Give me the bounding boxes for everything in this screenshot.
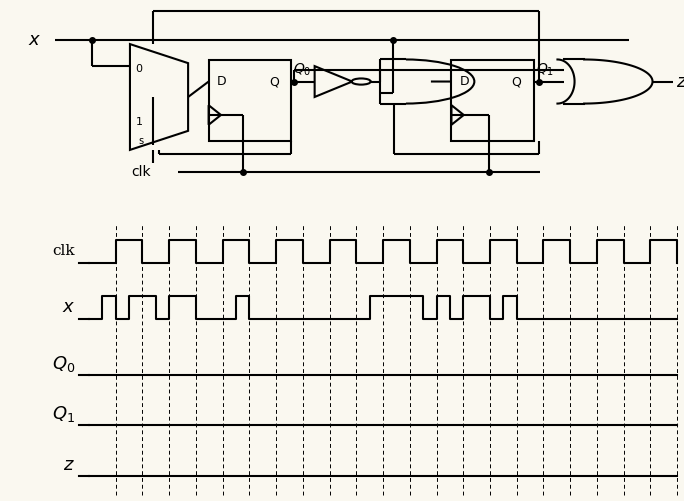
Text: $z$: $z$ <box>676 73 684 91</box>
Text: $z$: $z$ <box>64 455 75 473</box>
Text: clk: clk <box>131 165 150 179</box>
Text: $x$: $x$ <box>62 299 75 317</box>
Text: 0: 0 <box>135 65 142 75</box>
Text: 1: 1 <box>135 117 142 127</box>
Text: $Q_1$: $Q_1$ <box>536 62 555 78</box>
Bar <box>451 60 534 141</box>
Text: D: D <box>460 75 469 88</box>
Text: $Q_0$: $Q_0$ <box>293 62 312 78</box>
Text: clk: clk <box>53 244 75 259</box>
Text: Q: Q <box>269 75 278 88</box>
Text: $Q_0$: $Q_0$ <box>52 354 75 374</box>
Text: $x$: $x$ <box>28 31 41 49</box>
Text: s: s <box>138 136 143 146</box>
Text: $Q_1$: $Q_1$ <box>52 404 75 424</box>
Text: Q: Q <box>512 75 521 88</box>
Text: D: D <box>217 75 226 88</box>
Bar <box>209 60 291 141</box>
